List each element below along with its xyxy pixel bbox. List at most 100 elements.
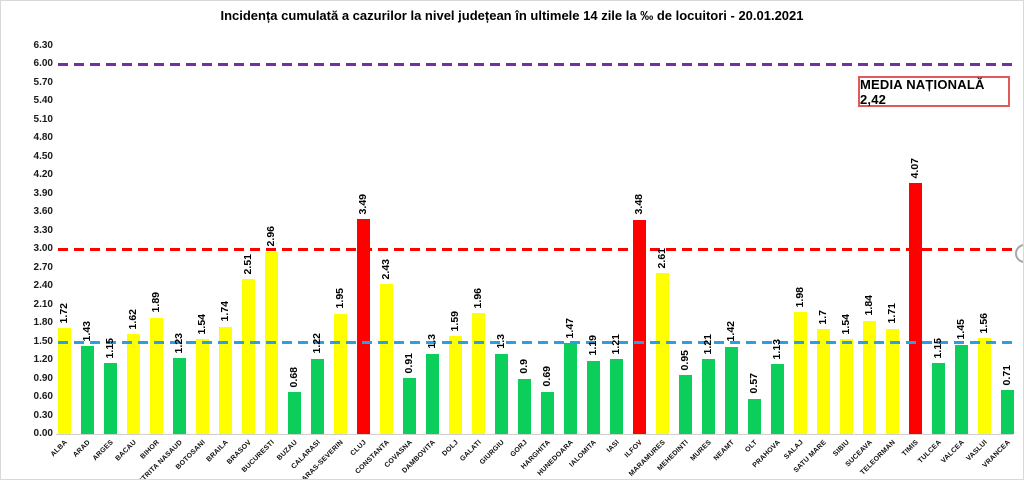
y-tick-label: 5.40 <box>33 95 53 107</box>
bar-value-label: 1.62 <box>127 308 139 330</box>
edge-circle-decoration <box>1015 244 1023 263</box>
bar-value-label: 1.45 <box>955 319 967 340</box>
bar-value-label: 1.42 <box>725 321 737 342</box>
y-tick-label: 4.50 <box>33 150 53 162</box>
bar-value-label: 1.13 <box>771 338 783 360</box>
y-tick-label: 1.50 <box>33 335 53 347</box>
y-tick-label: 1.20 <box>33 354 53 366</box>
bar-value-label: 0.71 <box>1001 364 1013 386</box>
y-tick-label: 2.10 <box>33 298 53 310</box>
bar-value-label: 1.7 <box>817 309 829 325</box>
y-tick-label: 6.30 <box>33 40 53 51</box>
bar <box>977 337 991 434</box>
bar <box>540 391 554 434</box>
bar-value-label: 0.57 <box>748 373 760 394</box>
x-axis-line <box>56 434 1013 435</box>
bar <box>954 344 968 434</box>
bar <box>632 219 646 434</box>
national-average-label: MEDIA NAȚIONALĂ 2,42 <box>860 76 985 107</box>
bar <box>517 378 531 434</box>
y-tick-label: 3.00 <box>33 243 53 255</box>
bar <box>241 279 255 434</box>
bar-value-label: 2.61 <box>656 247 668 269</box>
bar-value-label: 1.3 <box>426 334 438 349</box>
y-tick-label: 3.60 <box>33 206 53 218</box>
bar-value-label: 1.56 <box>978 312 990 333</box>
y-tick-label: 1.80 <box>33 317 53 329</box>
national-average-legend-box: MEDIA NAȚIONALĂ 2,42 <box>858 76 1010 107</box>
bar-value-label: 1.43 <box>81 320 93 341</box>
bar <box>402 377 416 434</box>
bar <box>448 336 462 434</box>
bar <box>862 320 876 434</box>
bar-value-label: 1.95 <box>334 288 346 309</box>
bar <box>218 326 232 434</box>
bar-value-label: 1.54 <box>196 313 208 335</box>
y-tick-label: 0.60 <box>33 391 53 403</box>
bar-value-label: 1.21 <box>610 334 622 355</box>
bar-value-label: 1.59 <box>449 310 461 332</box>
bar <box>310 358 324 434</box>
bar-value-label: 1.74 <box>219 301 231 322</box>
bar-value-label: 0.95 <box>679 350 691 371</box>
y-tick-label: 0.90 <box>33 372 53 384</box>
bar <box>655 273 669 434</box>
bar <box>770 364 784 434</box>
bar <box>931 363 945 434</box>
bar <box>724 346 738 434</box>
bar-value-label: 2.51 <box>242 253 254 275</box>
bar-value-label: 1.23 <box>173 332 185 354</box>
bar <box>287 392 301 434</box>
bar-value-label: 2.96 <box>265 226 277 247</box>
bar <box>356 219 370 434</box>
bar <box>563 343 577 434</box>
y-tick-label: 2.40 <box>33 280 53 292</box>
bar-value-label: 2.43 <box>380 258 392 280</box>
bar-value-label: 1.15 <box>104 337 116 359</box>
bar-value-label: 1.72 <box>58 302 70 324</box>
y-tick-label: 0.30 <box>33 409 53 421</box>
bar-value-label: 1.19 <box>587 335 599 356</box>
bar <box>471 313 485 434</box>
bar-value-label: 1.15 <box>932 337 944 359</box>
bar <box>195 339 209 434</box>
bar-value-label: 3.48 <box>633 194 645 215</box>
y-tick-label: 4.80 <box>33 132 53 144</box>
bar <box>333 313 347 434</box>
y-tick-label: 3.90 <box>33 187 53 199</box>
bar <box>908 183 922 434</box>
bar <box>701 359 715 434</box>
bar-value-label: 1.3 <box>495 334 507 349</box>
bar <box>678 375 692 434</box>
y-tick-label: 4.20 <box>33 169 53 181</box>
bar-value-label: 4.07 <box>909 157 921 179</box>
bar <box>149 317 163 434</box>
bar-value-label: 1.96 <box>472 287 484 309</box>
chart-title: Incidența cumulată a cazurilor la nivel … <box>220 8 804 23</box>
bar-value-label: 0.68 <box>288 366 300 388</box>
bar <box>816 329 830 434</box>
bar-value-label: 0.91 <box>403 352 415 373</box>
reference-line-3.00 <box>58 248 1013 252</box>
bar <box>885 328 899 434</box>
bar <box>57 328 71 434</box>
reference-line-1.50 <box>58 340 1013 344</box>
bar <box>1000 390 1014 434</box>
bar <box>494 353 508 434</box>
y-tick-label: 0.00 <box>33 428 53 439</box>
bar-value-label: 1.21 <box>702 334 714 355</box>
bar-value-label: 0.69 <box>541 366 553 387</box>
y-tick-label: 6.00 <box>33 58 53 70</box>
bar <box>793 312 807 434</box>
bar-value-label: 1.22 <box>311 333 323 354</box>
bar <box>379 284 393 434</box>
y-tick-label: 3.30 <box>33 224 53 236</box>
bar <box>747 398 761 434</box>
reference-line-6.00 <box>58 63 1013 67</box>
y-tick-label: 5.70 <box>33 76 53 88</box>
y-tick-label: 2.70 <box>33 261 53 273</box>
bar-value-label: 1.84 <box>863 295 875 316</box>
bar-value-label: 1.98 <box>794 286 806 308</box>
bar <box>172 358 186 434</box>
